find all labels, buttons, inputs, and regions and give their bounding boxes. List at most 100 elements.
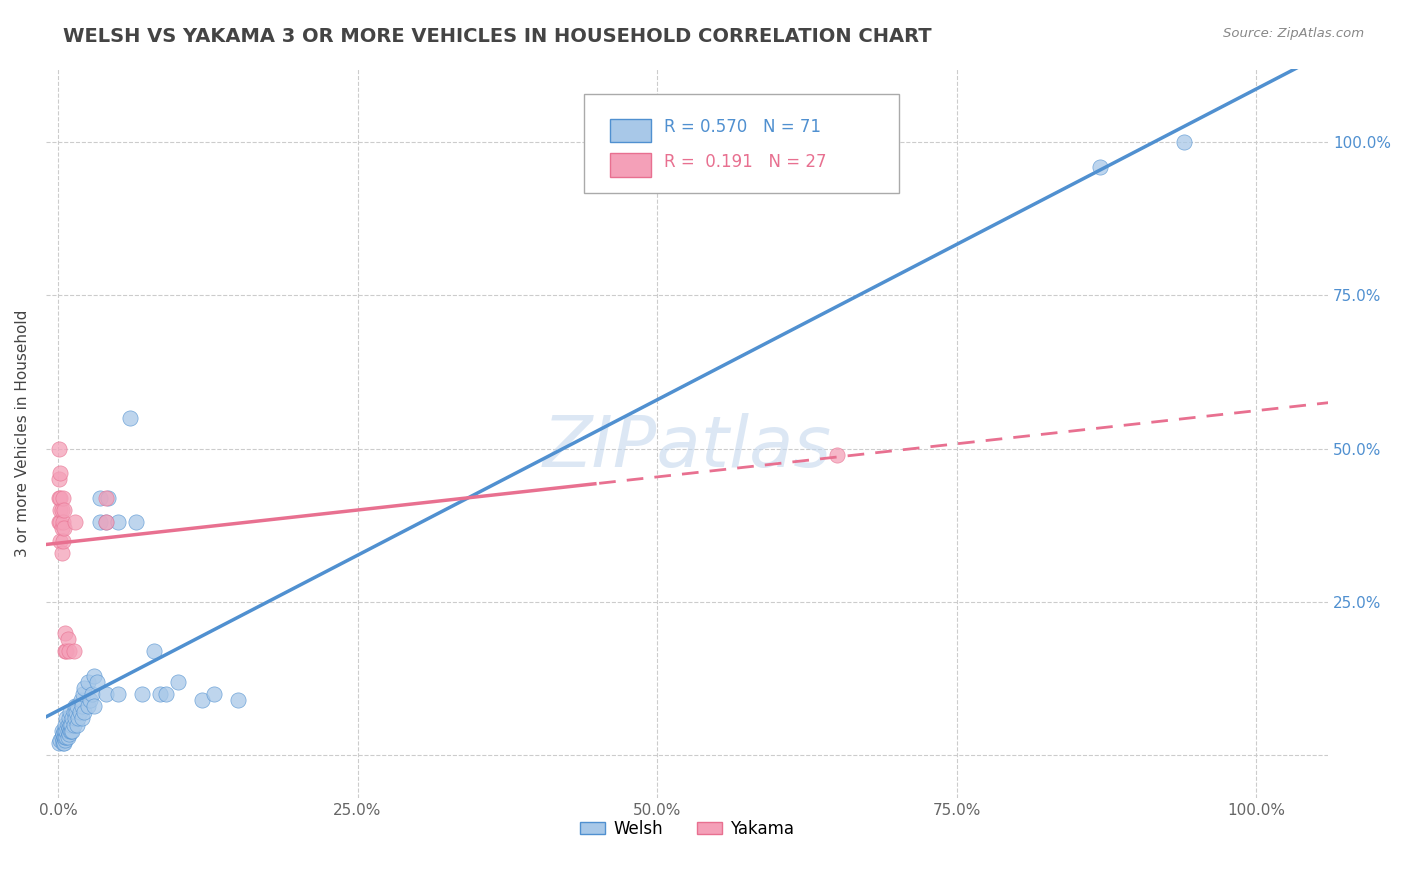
Point: [52, 491, 75, 505]
Point: [49, 515, 72, 529]
Point: [58, 644, 80, 658]
Point: [94, 491, 117, 505]
Point: [118, 411, 141, 425]
Point: [52, 732, 75, 747]
Point: [89, 515, 111, 529]
Point: [48, 515, 70, 529]
Point: [72, 687, 94, 701]
Point: [60, 711, 83, 725]
Point: [166, 674, 188, 689]
Point: [49, 533, 72, 548]
Point: [1173, 135, 1195, 149]
Point: [83, 699, 105, 714]
Point: [69, 706, 91, 720]
Point: [55, 723, 77, 738]
Point: [63, 711, 86, 725]
Point: [52, 730, 75, 744]
Point: [86, 674, 108, 689]
Point: [62, 717, 84, 731]
Point: [56, 717, 79, 731]
Text: Source: ZipAtlas.com: Source: ZipAtlas.com: [1223, 27, 1364, 40]
Point: [131, 687, 153, 701]
Point: [48, 442, 70, 456]
Point: [59, 706, 82, 720]
Point: [97, 491, 120, 505]
Point: [51, 723, 73, 738]
Point: [52, 503, 75, 517]
Point: [52, 533, 75, 548]
Point: [66, 699, 89, 714]
Point: [73, 706, 96, 720]
Point: [55, 644, 77, 658]
Point: [49, 732, 72, 747]
Point: [53, 730, 76, 744]
Point: [149, 687, 172, 701]
Point: [142, 644, 165, 658]
Text: ZIPatlas: ZIPatlas: [543, 413, 831, 483]
Y-axis label: 3 or more Vehicles in Household: 3 or more Vehicles in Household: [15, 310, 30, 557]
Point: [202, 687, 225, 701]
Point: [63, 699, 86, 714]
Point: [51, 521, 73, 535]
Point: [48, 736, 70, 750]
Point: [56, 730, 79, 744]
Point: [77, 699, 100, 714]
Point: [49, 503, 72, 517]
Point: [52, 736, 75, 750]
Point: [56, 632, 79, 646]
Point: [1090, 160, 1112, 174]
Point: [83, 668, 105, 682]
Point: [51, 503, 73, 517]
Point: [107, 687, 129, 701]
Point: [56, 723, 79, 738]
Point: [65, 706, 87, 720]
Point: [52, 521, 75, 535]
Point: [94, 515, 117, 529]
Point: [80, 687, 103, 701]
Point: [58, 721, 80, 735]
Point: [51, 546, 73, 560]
Point: [51, 730, 73, 744]
FancyBboxPatch shape: [610, 153, 651, 177]
Legend: Welsh, Yakama: Welsh, Yakama: [574, 814, 800, 845]
Point: [49, 466, 72, 480]
Point: [73, 681, 96, 695]
Point: [62, 644, 84, 658]
FancyBboxPatch shape: [585, 94, 898, 193]
Point: [70, 699, 93, 714]
Point: [79, 693, 101, 707]
Point: [190, 693, 212, 707]
Point: [52, 736, 75, 750]
Point: [53, 732, 76, 747]
Point: [107, 515, 129, 529]
Point: [60, 723, 83, 738]
Point: [55, 711, 77, 725]
Point: [66, 717, 89, 731]
Point: [48, 491, 70, 505]
Point: [69, 693, 91, 707]
Point: [52, 727, 75, 741]
Point: [94, 515, 117, 529]
Point: [60, 717, 83, 731]
Point: [48, 472, 70, 486]
Point: [94, 687, 117, 701]
Text: R = 0.570   N = 71: R = 0.570 N = 71: [664, 118, 821, 136]
Point: [70, 711, 93, 725]
Point: [49, 491, 72, 505]
Point: [55, 730, 77, 744]
Point: [53, 723, 76, 738]
Text: R =  0.191   N = 27: R = 0.191 N = 27: [664, 153, 827, 171]
Point: [58, 711, 80, 725]
Point: [60, 723, 83, 738]
Point: [58, 727, 80, 741]
Point: [77, 674, 100, 689]
Point: [226, 693, 249, 707]
Point: [825, 448, 848, 462]
Point: [52, 515, 75, 529]
Text: WELSH VS YAKAMA 3 OR MORE VEHICLES IN HOUSEHOLD CORRELATION CHART: WELSH VS YAKAMA 3 OR MORE VEHICLES IN HO…: [63, 27, 932, 45]
Point: [62, 706, 84, 720]
Point: [59, 723, 82, 738]
FancyBboxPatch shape: [610, 119, 651, 142]
Point: [63, 515, 86, 529]
Point: [125, 515, 148, 529]
